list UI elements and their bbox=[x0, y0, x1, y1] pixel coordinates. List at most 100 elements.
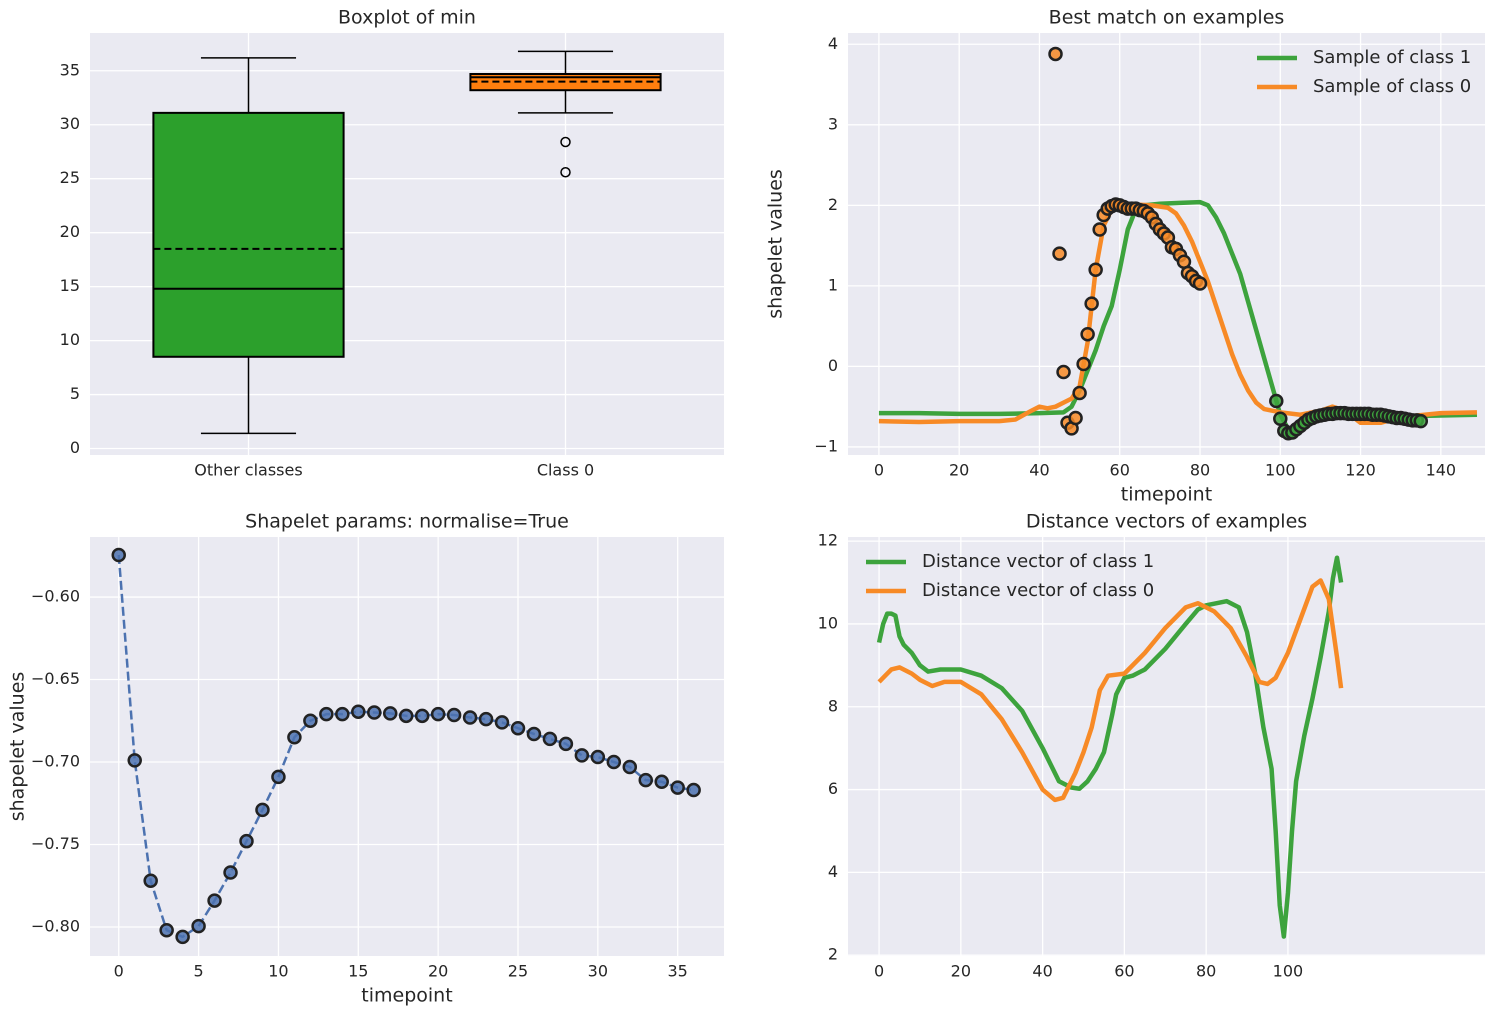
point bbox=[287, 730, 302, 745]
series-line bbox=[876, 555, 1344, 939]
flier bbox=[560, 136, 571, 148]
point bbox=[1052, 246, 1067, 261]
y-tick-label: 2 bbox=[828, 945, 838, 964]
point bbox=[542, 731, 558, 747]
point bbox=[351, 704, 366, 719]
legend-label: Distance vector of class 0 bbox=[922, 580, 1154, 601]
point bbox=[1076, 356, 1091, 372]
point bbox=[606, 754, 622, 770]
point bbox=[1192, 276, 1208, 291]
x-tick-label: 40 bbox=[1032, 962, 1052, 981]
x-tick-label: 80 bbox=[1196, 962, 1216, 981]
y-tick-label: 2 bbox=[828, 195, 838, 214]
y-tick-label: 8 bbox=[828, 696, 838, 715]
x-tick-label: 120 bbox=[1345, 461, 1376, 480]
point bbox=[430, 706, 446, 722]
y-tick-label: 12 bbox=[818, 531, 838, 550]
chart-title: Boxplot of min bbox=[338, 7, 476, 29]
point bbox=[1084, 296, 1099, 311]
y-tick-label: 0 bbox=[70, 438, 80, 457]
plot-area bbox=[848, 537, 1485, 956]
y-tick-label: 35 bbox=[60, 60, 80, 79]
point bbox=[1080, 326, 1095, 342]
point bbox=[638, 772, 653, 788]
x-tick-label: 140 bbox=[1426, 461, 1457, 480]
point bbox=[382, 706, 398, 721]
point bbox=[175, 929, 190, 945]
x-tick-label: Class 0 bbox=[537, 461, 594, 480]
box bbox=[152, 111, 345, 358]
point bbox=[1088, 262, 1103, 278]
point bbox=[462, 710, 478, 725]
point bbox=[1413, 413, 1429, 429]
legend-label: Sample of class 0 bbox=[1313, 76, 1471, 97]
x-tick-label: 35 bbox=[668, 962, 688, 981]
y-axis-label: shapelet values bbox=[765, 169, 787, 319]
point bbox=[159, 923, 174, 938]
point bbox=[1273, 411, 1288, 427]
point bbox=[558, 736, 574, 752]
y-tick-label: 15 bbox=[60, 276, 80, 295]
y-tick-label: −1 bbox=[814, 436, 838, 455]
point bbox=[414, 708, 430, 724]
point bbox=[686, 782, 701, 798]
point bbox=[526, 726, 542, 742]
point bbox=[367, 705, 382, 720]
y-tick-label: −0.65 bbox=[31, 669, 80, 688]
point bbox=[223, 865, 238, 880]
x-tick-label: 15 bbox=[348, 962, 368, 981]
y-tick-label: 30 bbox=[60, 114, 80, 133]
x-tick-label: 100 bbox=[1273, 962, 1304, 981]
point bbox=[207, 893, 222, 908]
point bbox=[1056, 364, 1071, 380]
legend-label: Sample of class 1 bbox=[1313, 47, 1471, 68]
y-tick-label: 4 bbox=[828, 34, 838, 53]
chart-title: Distance vectors of examples bbox=[1026, 511, 1307, 533]
point bbox=[1092, 222, 1107, 237]
point bbox=[494, 715, 510, 730]
y-tick-label: 4 bbox=[828, 862, 838, 881]
point bbox=[191, 918, 206, 934]
chart-title: Best match on examples bbox=[1049, 7, 1285, 29]
point bbox=[446, 707, 462, 723]
y-tick-label: −0.75 bbox=[31, 834, 80, 853]
x-tick-label: 25 bbox=[508, 962, 528, 981]
x-tick-label: 0 bbox=[874, 461, 884, 480]
point bbox=[271, 769, 286, 785]
y-tick-label: 20 bbox=[60, 222, 80, 241]
point bbox=[654, 774, 669, 790]
y-tick-label: −0.80 bbox=[31, 916, 80, 935]
x-tick-label: 100 bbox=[1265, 461, 1296, 480]
y-tick-label: 25 bbox=[60, 168, 80, 187]
point bbox=[574, 748, 590, 763]
x-tick-label: 60 bbox=[1114, 962, 1134, 981]
point bbox=[127, 753, 142, 768]
point bbox=[239, 833, 254, 849]
y-tick-label: 1 bbox=[828, 275, 838, 294]
y-tick-label: 10 bbox=[818, 613, 838, 632]
y-tick-label: 0 bbox=[828, 356, 838, 375]
y-tick-label: 6 bbox=[828, 779, 838, 798]
y-tick-label: 5 bbox=[70, 384, 80, 403]
point bbox=[510, 720, 526, 736]
x-tick-label: 0 bbox=[874, 962, 884, 981]
point bbox=[335, 706, 350, 722]
point bbox=[1068, 410, 1083, 426]
legend-label: Distance vector of class 1 bbox=[922, 551, 1154, 572]
x-tick-label: 20 bbox=[428, 962, 448, 981]
point bbox=[255, 802, 270, 818]
series-line bbox=[877, 578, 1344, 803]
y-tick-label: −0.70 bbox=[31, 752, 80, 771]
x-tick-label: 20 bbox=[951, 962, 971, 981]
x-tick-label: 10 bbox=[268, 962, 288, 981]
x-tick-label: 40 bbox=[1029, 461, 1049, 480]
x-tick-label: 30 bbox=[588, 962, 608, 981]
point bbox=[1048, 46, 1063, 62]
x-tick-label: 60 bbox=[1110, 461, 1130, 480]
x-tick-label: 80 bbox=[1190, 461, 1210, 480]
plot-area bbox=[90, 537, 724, 956]
point bbox=[1269, 393, 1284, 409]
x-tick-label: 20 bbox=[949, 461, 969, 480]
x-tick-label: 5 bbox=[194, 962, 204, 981]
